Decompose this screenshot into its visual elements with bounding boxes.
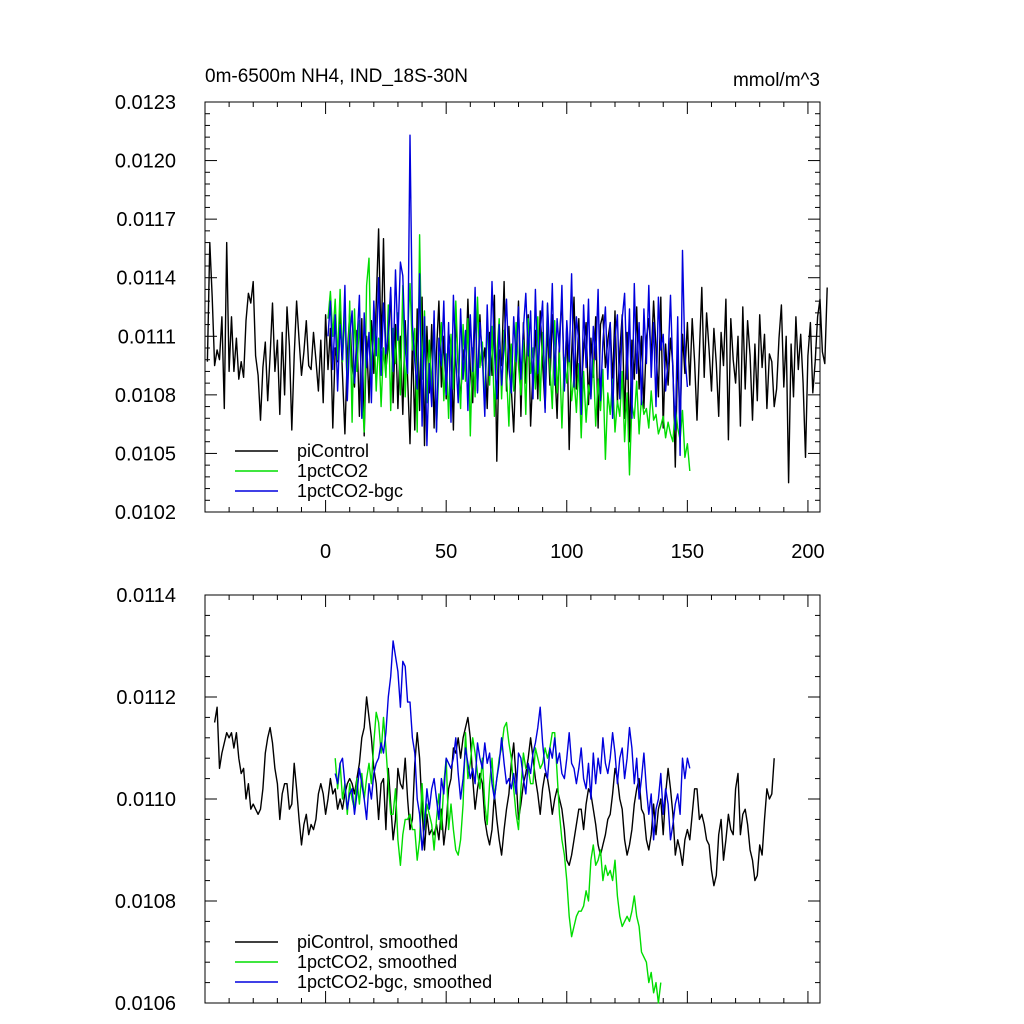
y-tick-label: 0.0102 [115, 502, 176, 524]
series-line-1pctco2-bgc-smoothed [335, 641, 690, 850]
y-tick-label: 0.0111 [118, 326, 176, 348]
y-tick-label: 0.0117 [116, 209, 176, 231]
x-tick-label: 50 [435, 541, 457, 563]
x-tick-label: 100 [550, 541, 583, 563]
y-tick-label: 0.0123 [115, 92, 176, 114]
plot-title: 0m-6500m NH4, IND_18S-30N [205, 66, 468, 87]
legend-label: piControl, smoothed [297, 932, 458, 952]
y-tick-label: 0.0114 [116, 268, 176, 290]
legend-label: 1pctCO2-bgc [297, 481, 403, 501]
y-tick-label: 0.0106 [115, 993, 176, 1015]
y-tick-label: 0.0108 [115, 891, 176, 913]
y-tick-label: 0.0108 [115, 385, 176, 407]
x-tick-label: 0 [320, 541, 331, 563]
y-tick-label: 0.0112 [116, 687, 176, 709]
legend-label: 1pctCO2 [297, 461, 368, 481]
legend-label: piControl [297, 441, 369, 461]
legend-label: 1pctCO2, smoothed [297, 952, 457, 972]
y-tick-label: 0.0110 [116, 789, 176, 811]
y-tick-label: 0.0120 [115, 151, 176, 173]
figure: 0m-6500m NH4, IND_18S-30N mmol/m^3 0 50 10… [0, 0, 1024, 1024]
y-tick-label: 0.0105 [115, 443, 176, 465]
legend-label: 1pctCO2-bgc, smoothed [297, 972, 492, 992]
x-tick-label: 200 [791, 541, 824, 563]
plot-units: mmol/m^3 [733, 70, 820, 91]
x-tick-label: 150 [671, 541, 704, 563]
bottom-panel: 0.0106 0.0108 0.0110 0.0112 0.0114 piControl,… [115, 585, 820, 1015]
top-panel: 0 50 100 150 200 0.0102 0.0105 0.0108 0.0111 0.01… [115, 92, 827, 563]
y-tick-label: 0.0114 [116, 585, 176, 607]
